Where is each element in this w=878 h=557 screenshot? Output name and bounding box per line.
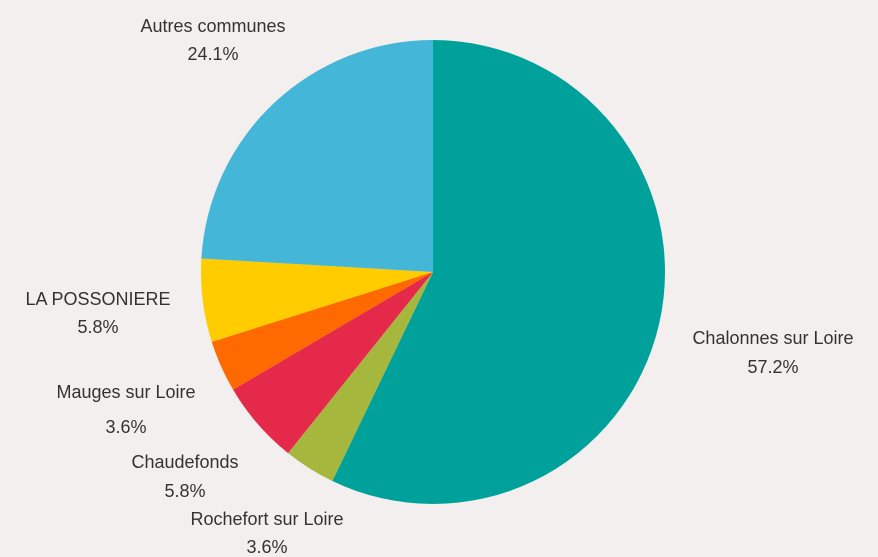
pie-slice	[332, 40, 665, 504]
pie-slice	[201, 258, 433, 342]
slice-value-label: 3.6%	[246, 537, 287, 557]
pie-slice	[201, 40, 433, 272]
slice-label: LA POSSONIERE	[25, 289, 170, 309]
slice-label: Rochefort sur Loire	[190, 509, 343, 529]
slice-label: Chaudefonds	[131, 452, 238, 472]
slice-value-label: 57.2%	[747, 357, 798, 377]
slice-value-label: 24.1%	[187, 44, 238, 64]
pie-slice	[211, 272, 433, 390]
slice-value-label: 3.6%	[105, 417, 146, 437]
slice-label: Autres communes	[140, 16, 285, 36]
slice-label: Chalonnes sur Loire	[692, 328, 853, 348]
slice-value-label: 5.8%	[77, 317, 118, 337]
slice-label: Mauges sur Loire	[56, 382, 195, 402]
slice-value-label: 5.8%	[164, 481, 205, 501]
pie-slice	[288, 272, 433, 482]
pie-slice	[233, 272, 433, 454]
